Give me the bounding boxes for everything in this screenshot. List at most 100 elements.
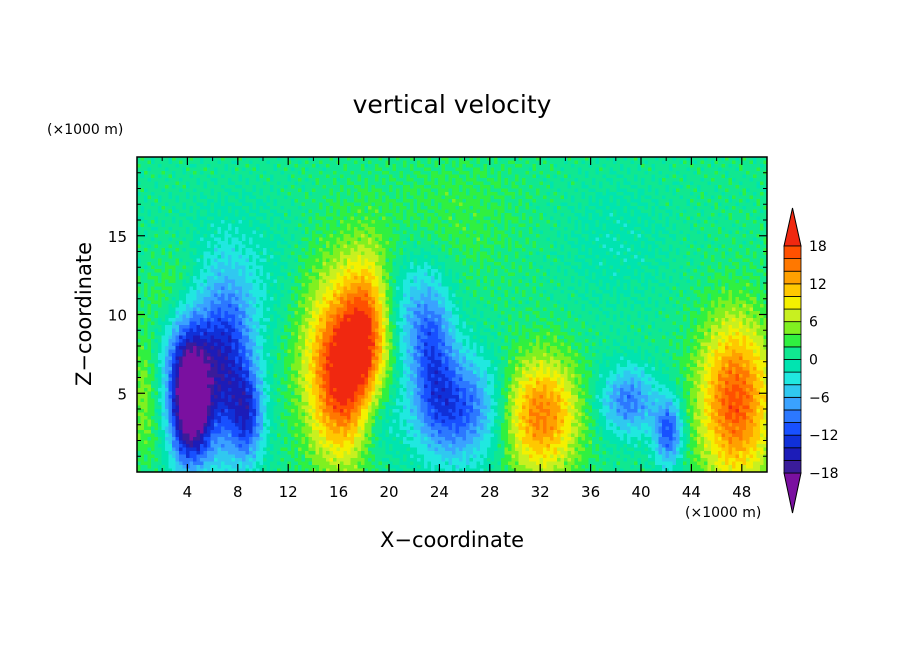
heatmap-cell bbox=[193, 157, 198, 162]
heatmap-cell bbox=[210, 244, 215, 249]
heatmap-cell bbox=[161, 216, 166, 221]
heatmap-cell bbox=[690, 234, 695, 239]
heatmap-cell bbox=[385, 230, 390, 235]
heatmap-cell bbox=[385, 213, 390, 218]
heatmap-cell bbox=[634, 227, 639, 232]
heatmap-cell bbox=[616, 209, 621, 214]
heatmap-cell bbox=[147, 181, 152, 186]
heatmap-cell bbox=[168, 213, 173, 218]
heatmap-cell bbox=[753, 167, 758, 172]
heatmap-cell bbox=[431, 216, 436, 221]
heatmap-cell bbox=[186, 251, 191, 256]
heatmap-cell bbox=[347, 167, 352, 172]
heatmap-cell bbox=[231, 220, 236, 225]
heatmap-cell bbox=[739, 171, 744, 176]
heatmap-cell bbox=[438, 185, 443, 190]
heatmap-cell bbox=[588, 195, 593, 200]
heatmap-cell bbox=[382, 227, 387, 232]
heatmap-cell bbox=[259, 178, 264, 183]
heatmap-cell bbox=[711, 223, 716, 228]
heatmap-cell bbox=[553, 220, 558, 225]
heatmap-cell bbox=[581, 209, 586, 214]
heatmap-cell bbox=[263, 174, 268, 179]
heatmap-cell bbox=[546, 157, 551, 162]
heatmap-cell bbox=[207, 216, 212, 221]
heatmap-cell bbox=[238, 174, 243, 179]
heatmap-cell bbox=[315, 181, 320, 186]
heatmap-cell bbox=[532, 213, 537, 218]
heatmap-cell bbox=[672, 244, 677, 249]
heatmap-cell bbox=[154, 174, 159, 179]
heatmap-cell bbox=[144, 241, 149, 246]
heatmap-cell bbox=[721, 192, 726, 197]
heatmap-cell bbox=[273, 227, 278, 232]
heatmap-cell bbox=[469, 220, 474, 225]
heatmap-cell bbox=[333, 160, 338, 165]
heatmap-cell bbox=[266, 160, 271, 165]
heatmap-cell bbox=[749, 157, 754, 162]
heatmap-cell bbox=[259, 206, 264, 211]
heatmap-cell bbox=[753, 223, 758, 228]
heatmap-cell bbox=[186, 185, 191, 190]
heatmap-cell bbox=[172, 223, 177, 228]
heatmap-cell bbox=[753, 206, 758, 211]
heatmap-cell bbox=[308, 157, 313, 162]
heatmap-cell bbox=[756, 209, 761, 214]
heatmap-cell bbox=[147, 227, 152, 232]
heatmap-cell bbox=[217, 178, 222, 183]
heatmap-cell bbox=[732, 171, 737, 176]
heatmap-cell bbox=[753, 234, 758, 239]
heatmap-cell bbox=[144, 244, 149, 249]
heatmap-cell bbox=[322, 213, 327, 218]
heatmap-cell bbox=[284, 227, 289, 232]
heatmap-cell bbox=[637, 213, 642, 218]
heatmap-cell bbox=[315, 234, 320, 239]
heatmap-cell bbox=[252, 206, 257, 211]
heatmap-cell bbox=[294, 244, 299, 249]
heatmap-cell bbox=[707, 216, 712, 221]
heatmap-cell bbox=[735, 164, 740, 169]
heatmap-cell bbox=[333, 199, 338, 204]
heatmap-cell bbox=[679, 213, 684, 218]
heatmap-cell bbox=[343, 160, 348, 165]
heatmap-cell bbox=[354, 167, 359, 172]
heatmap-cell bbox=[368, 199, 373, 204]
heatmap-cell bbox=[658, 178, 663, 183]
heatmap-cell bbox=[266, 234, 271, 239]
heatmap-cell bbox=[592, 188, 597, 193]
heatmap-cell bbox=[581, 167, 586, 172]
heatmap-cell bbox=[459, 234, 464, 239]
heatmap-cell bbox=[242, 164, 247, 169]
heatmap-cell bbox=[168, 234, 173, 239]
heatmap-cell bbox=[196, 206, 201, 211]
heatmap-cell bbox=[459, 202, 464, 207]
heatmap-cell bbox=[630, 157, 635, 162]
heatmap-cell bbox=[319, 167, 324, 172]
heatmap-cell bbox=[266, 206, 271, 211]
heatmap-cell bbox=[252, 164, 257, 169]
heatmap-cell bbox=[672, 241, 677, 246]
heatmap-cell bbox=[417, 251, 422, 256]
heatmap-cell bbox=[595, 220, 600, 225]
heatmap-cell bbox=[452, 209, 457, 214]
heatmap-cell bbox=[368, 171, 373, 176]
heatmap-cell bbox=[333, 220, 338, 225]
heatmap-cell bbox=[161, 181, 166, 186]
heatmap-cell bbox=[483, 230, 488, 235]
heatmap-cell bbox=[571, 209, 576, 214]
heatmap-cell bbox=[487, 160, 492, 165]
heatmap-cell bbox=[585, 230, 590, 235]
heatmap-cell bbox=[354, 209, 359, 214]
heatmap-cell bbox=[228, 237, 233, 242]
heatmap-cell bbox=[539, 192, 544, 197]
heatmap-cell bbox=[469, 181, 474, 186]
heatmap-cell bbox=[424, 171, 429, 176]
heatmap-cell bbox=[410, 171, 415, 176]
heatmap-cell bbox=[329, 178, 334, 183]
heatmap-cell bbox=[721, 216, 726, 221]
heatmap-cell bbox=[214, 174, 219, 179]
heatmap-cell bbox=[455, 192, 460, 197]
heatmap-cell bbox=[441, 181, 446, 186]
heatmap-cell bbox=[739, 160, 744, 165]
heatmap-cell bbox=[620, 174, 625, 179]
